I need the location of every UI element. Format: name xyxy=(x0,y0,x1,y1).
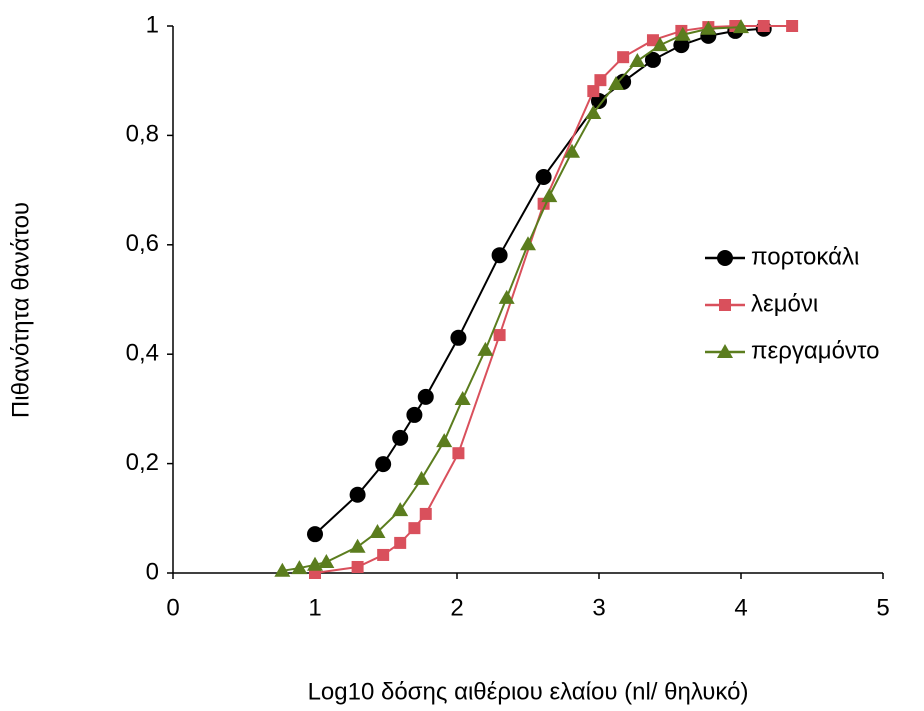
data-point xyxy=(454,391,471,406)
y-axis-label: Πιθανότητα θανάτου xyxy=(7,202,34,418)
x-tick-label: 5 xyxy=(876,594,889,621)
data-point xyxy=(493,329,506,342)
data-point xyxy=(646,34,659,47)
legend-label: περγαμόντο xyxy=(751,337,879,364)
data-point xyxy=(394,536,407,549)
x-tick-label: 3 xyxy=(592,594,605,621)
data-point xyxy=(351,560,364,573)
data-point xyxy=(541,188,558,203)
data-point xyxy=(585,104,602,119)
data-point xyxy=(318,554,335,569)
data-point xyxy=(498,289,515,304)
legend-label: πορτοκάλι xyxy=(751,243,859,270)
data-point xyxy=(594,74,607,87)
data-point xyxy=(673,37,690,54)
y-tick-label: 0,6 xyxy=(126,230,159,257)
data-point xyxy=(477,341,494,356)
legend-marker xyxy=(717,344,733,358)
data-point xyxy=(369,523,386,538)
data-point xyxy=(392,429,409,446)
data-point xyxy=(377,548,390,561)
data-point xyxy=(417,388,434,405)
data-point xyxy=(375,456,392,473)
data-point xyxy=(674,26,691,41)
data-point xyxy=(392,502,409,517)
data-point xyxy=(564,143,581,158)
data-point xyxy=(408,522,421,535)
legend-label: λεμόνι xyxy=(751,290,818,317)
data-point xyxy=(644,51,661,68)
x-tick-label: 0 xyxy=(166,594,179,621)
y-tick-label: 0 xyxy=(146,558,159,585)
data-point xyxy=(629,53,646,68)
legend-marker xyxy=(719,299,731,311)
x-tick-label: 4 xyxy=(734,594,747,621)
data-point xyxy=(652,37,669,52)
series-line xyxy=(314,27,764,535)
data-point xyxy=(436,433,453,448)
data-point xyxy=(491,247,508,264)
data-point xyxy=(757,20,770,32)
data-point xyxy=(349,538,366,553)
data-point xyxy=(307,526,323,543)
legend-marker xyxy=(717,250,733,266)
data-point xyxy=(419,507,432,520)
y-tick-label: 1 xyxy=(146,11,159,38)
x-axis-label: Log10 δόσης αιθέριου ελαίου (nl/ θηλυκό) xyxy=(308,678,749,705)
data-point xyxy=(608,75,625,90)
data-point xyxy=(587,85,600,98)
data-point xyxy=(700,20,717,35)
data-point xyxy=(413,470,430,485)
y-tick-label: 0,8 xyxy=(126,121,159,148)
data-point xyxy=(520,236,536,251)
x-tick-label: 2 xyxy=(450,594,463,621)
data-point xyxy=(450,329,467,346)
data-point xyxy=(274,562,291,577)
y-tick-label: 0,2 xyxy=(126,449,159,476)
y-tick-label: 0,4 xyxy=(126,340,159,367)
series-line xyxy=(282,26,742,572)
data-point xyxy=(786,20,799,32)
data-point xyxy=(349,486,366,503)
data-point xyxy=(291,560,308,575)
data-point xyxy=(733,19,749,34)
data-point xyxy=(535,168,552,185)
data-point xyxy=(617,51,630,64)
data-point xyxy=(452,447,465,460)
data-point xyxy=(406,406,423,423)
x-tick-label: 1 xyxy=(308,594,321,621)
